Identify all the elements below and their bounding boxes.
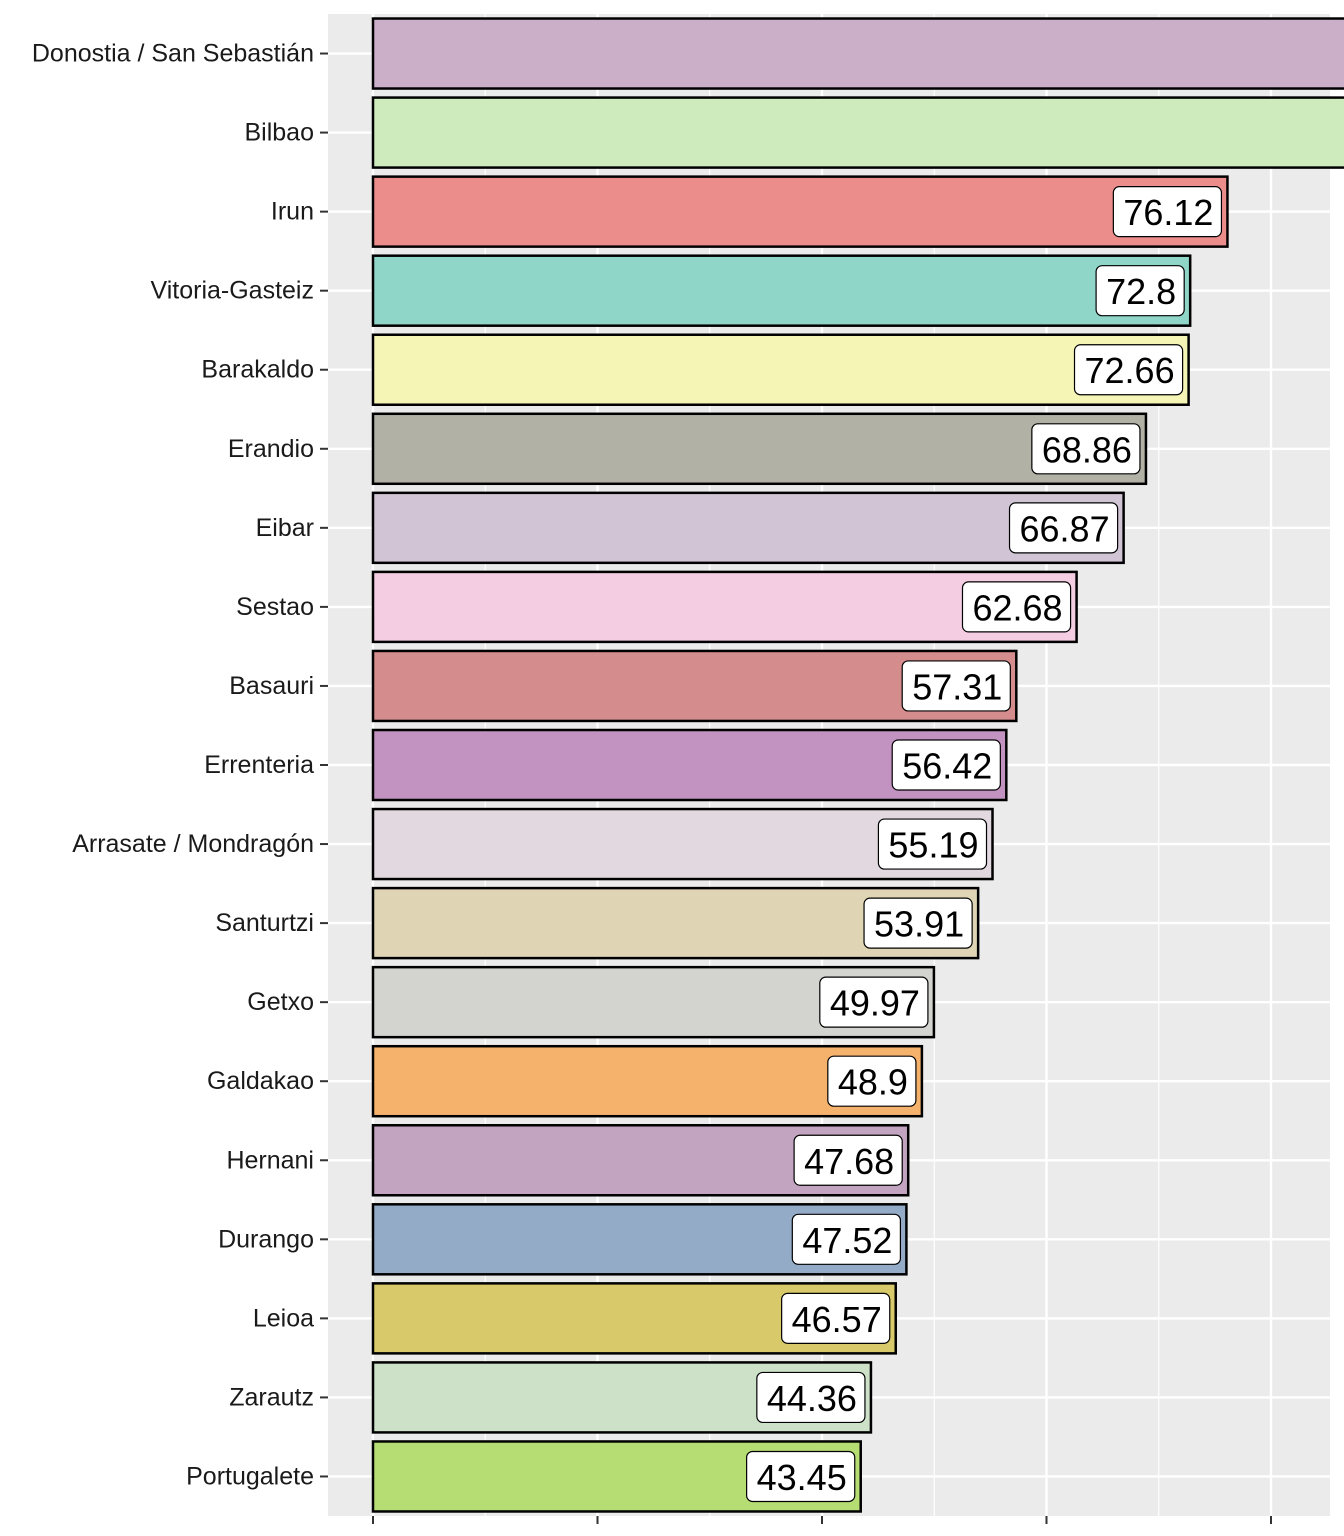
y-axis: Donostia / San Sebastián Bilbao Irun Vitori… bbox=[32, 40, 328, 1490]
bar bbox=[371, 491, 1125, 565]
category-label: Donostia / San Sebastián bbox=[32, 40, 314, 68]
value-label-box bbox=[863, 897, 973, 949]
category-label: Basauri bbox=[229, 672, 314, 700]
category-label: Errenteria bbox=[204, 751, 314, 779]
value-label: 57.31 bbox=[912, 666, 1002, 707]
value-label-box bbox=[1112, 186, 1223, 238]
value-label-box bbox=[791, 1213, 902, 1265]
value-label-box bbox=[756, 1371, 866, 1424]
bar bbox=[371, 254, 1192, 327]
category-label: Leioa bbox=[253, 1304, 314, 1332]
value-label: 43.45 bbox=[757, 1457, 847, 1498]
value-label: 49.97 bbox=[830, 983, 920, 1024]
value-label: 72.8 bbox=[1106, 271, 1176, 312]
value-label-box bbox=[901, 660, 1011, 712]
value-label-box bbox=[827, 1055, 917, 1107]
category-label: Irun bbox=[271, 198, 314, 226]
bar bbox=[371, 96, 1344, 169]
value-label-box bbox=[1008, 502, 1119, 554]
category-label: Getxo bbox=[247, 988, 314, 1016]
category-label: Durango bbox=[218, 1225, 314, 1253]
value-label: 56.42 bbox=[902, 746, 992, 787]
value-label: 62.68 bbox=[972, 587, 1062, 628]
value-label: 53.91 bbox=[874, 904, 964, 945]
value-label: 47.68 bbox=[804, 1141, 894, 1182]
value-label-box bbox=[819, 976, 929, 1028]
category-label: Santurtzi bbox=[215, 909, 314, 937]
category-label: Galdakao bbox=[207, 1067, 314, 1095]
bar bbox=[371, 333, 1190, 406]
value-label: 55.19 bbox=[888, 825, 978, 866]
value-label-box bbox=[961, 581, 1072, 633]
value-label-box bbox=[1073, 344, 1184, 396]
value-label-box bbox=[877, 818, 988, 870]
bars bbox=[371, 17, 1344, 1513]
bar bbox=[371, 570, 1078, 644]
value-label-box bbox=[781, 1292, 891, 1344]
category-label: Zarautz bbox=[229, 1383, 314, 1411]
value-label: 47.52 bbox=[802, 1220, 892, 1261]
category-label: Portugalete bbox=[186, 1462, 314, 1490]
category-label: Barakaldo bbox=[201, 356, 314, 384]
value-labels: 101.3499.0376.1272.872.6668.8666.8762.68… bbox=[746, 186, 1223, 1503]
category-label: Bilbao bbox=[245, 119, 315, 147]
category-label: Eibar bbox=[256, 514, 314, 542]
category-label: Vitoria-Gasteiz bbox=[151, 277, 315, 305]
value-label: 76.12 bbox=[1123, 192, 1213, 233]
value-label-box bbox=[746, 1450, 856, 1503]
value-label: 68.86 bbox=[1042, 429, 1132, 470]
category-label: Hernani bbox=[226, 1146, 314, 1174]
value-label: 72.66 bbox=[1085, 350, 1175, 391]
x-axis bbox=[372, 1516, 1272, 1524]
bar bbox=[371, 17, 1344, 90]
category-label: Erandio bbox=[228, 435, 314, 463]
value-label-box bbox=[1095, 265, 1185, 317]
category-label: Sestao bbox=[236, 593, 314, 621]
value-label-box bbox=[1031, 423, 1141, 475]
bar bbox=[371, 175, 1229, 248]
value-label: 44.36 bbox=[767, 1378, 857, 1419]
value-label: 48.9 bbox=[838, 1062, 908, 1103]
value-label-box bbox=[793, 1134, 903, 1186]
value-label-box bbox=[891, 739, 1001, 791]
value-label: 46.57 bbox=[792, 1299, 882, 1340]
category-label: Arrasate / Mondragón bbox=[72, 830, 314, 858]
value-label: 66.87 bbox=[1020, 508, 1110, 549]
bar bbox=[371, 412, 1148, 486]
